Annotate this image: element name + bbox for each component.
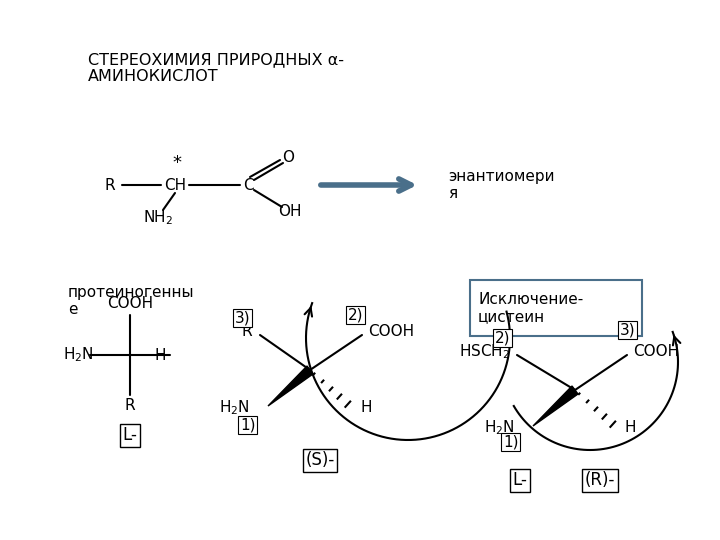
Text: 3): 3)	[620, 322, 636, 338]
Text: NH$_2$: NH$_2$	[143, 208, 173, 227]
Text: HSCH$_2$: HSCH$_2$	[459, 343, 510, 361]
Text: L-: L-	[122, 426, 138, 444]
Text: (S)-: (S)-	[305, 451, 335, 469]
Text: R: R	[241, 325, 252, 340]
Text: протеиногенны
е: протеиногенны е	[68, 285, 194, 318]
Text: 1): 1)	[503, 435, 518, 449]
Text: C: C	[243, 178, 253, 192]
Text: H$_2$N: H$_2$N	[220, 399, 250, 417]
FancyBboxPatch shape	[470, 280, 642, 336]
Text: R: R	[104, 178, 115, 192]
Text: СТЕРЕОХИМИЯ ПРИРОДНЫХ α-
АМИНОКИСЛОТ: СТЕРЕОХИМИЯ ПРИРОДНЫХ α- АМИНОКИСЛОТ	[88, 52, 344, 84]
Text: CH: CH	[164, 178, 186, 192]
Text: H: H	[625, 421, 636, 435]
Text: H: H	[154, 348, 166, 362]
Text: 2): 2)	[348, 307, 364, 322]
Text: *: *	[173, 154, 181, 172]
Text: 2): 2)	[495, 330, 510, 346]
Text: Исключение-
цистеин: Исключение- цистеин	[478, 292, 583, 324]
Text: 1): 1)	[240, 417, 256, 433]
Polygon shape	[533, 386, 578, 426]
Text: 3): 3)	[235, 310, 251, 326]
Polygon shape	[268, 366, 313, 406]
Text: R: R	[125, 397, 135, 413]
Text: H$_2$N: H$_2$N	[63, 346, 94, 365]
Text: (R)-: (R)-	[585, 471, 615, 489]
Text: OH: OH	[278, 205, 302, 219]
Text: COOH: COOH	[368, 325, 414, 340]
Text: L-: L-	[513, 471, 528, 489]
Text: O: O	[282, 151, 294, 165]
Text: COOH: COOH	[633, 345, 679, 360]
Text: энантиомери
я: энантиомери я	[448, 169, 554, 201]
Text: H$_2$N: H$_2$N	[485, 418, 515, 437]
Text: H: H	[360, 401, 372, 415]
Text: COOH: COOH	[107, 295, 153, 310]
